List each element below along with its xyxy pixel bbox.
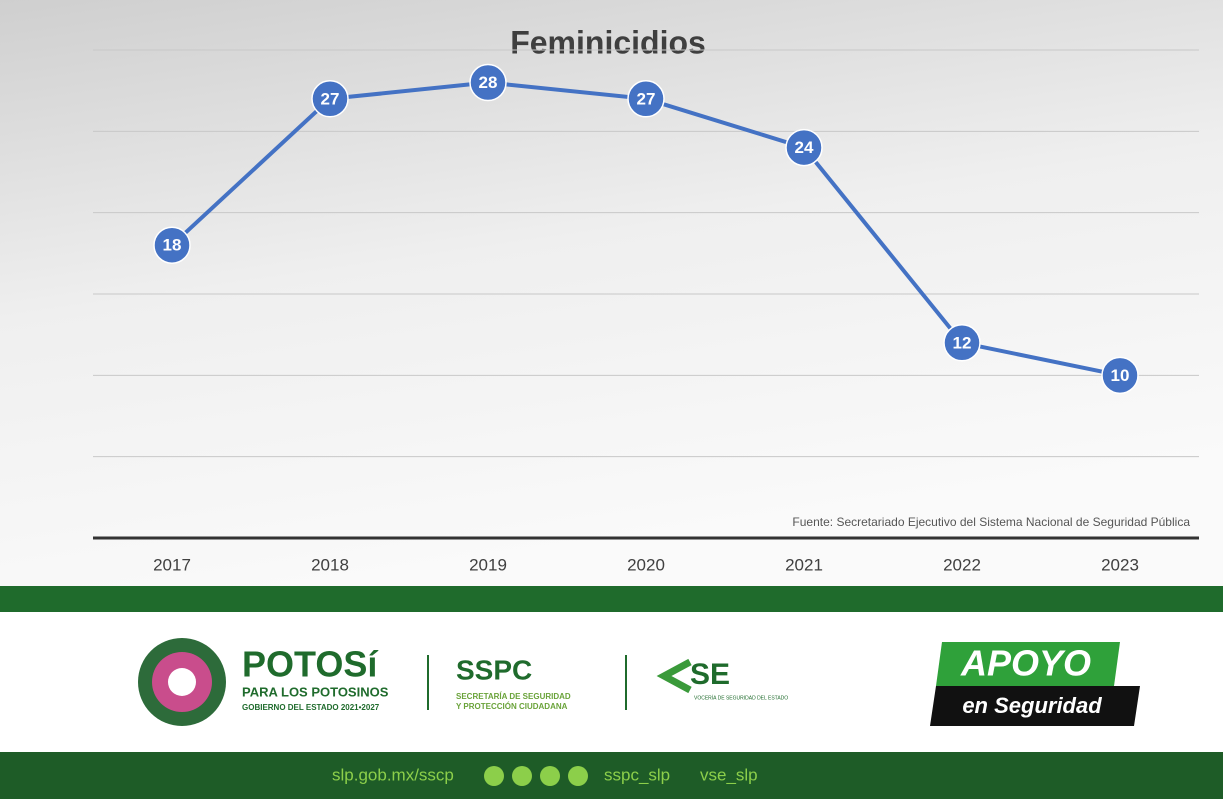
x-tick-label: 2021	[785, 555, 823, 574]
data-label: 28	[479, 73, 498, 92]
point	[311, 80, 349, 118]
chart-title: Feminicidios	[510, 24, 706, 60]
point	[627, 80, 665, 118]
potosi-emblem	[138, 638, 226, 726]
x-tick-label: 2017	[153, 555, 191, 574]
vse-sub: VOCERÍA DE SEGURIDAD DEL ESTADO	[694, 694, 788, 701]
vse-logo: SE	[690, 658, 730, 691]
source-note: Fuente: Secretariado Ejecutivo del Siste…	[792, 515, 1190, 529]
data-label: 12	[953, 333, 972, 352]
data-label: 27	[321, 89, 340, 108]
footer-stripe	[0, 586, 1223, 612]
footer-bar	[0, 752, 1223, 799]
sspc-logo: SSPC	[456, 654, 532, 685]
x-tick-label: 2023	[1101, 555, 1139, 574]
x-tick-label: 2018	[311, 555, 349, 574]
sspc-sub: SECRETARÍA DE SEGURIDAD	[456, 692, 571, 701]
point	[153, 226, 191, 264]
data-label: 24	[795, 138, 814, 157]
x-tick-label: 2019	[469, 555, 507, 574]
website: slp.gob.mx/sscp	[332, 765, 454, 784]
vse-chevron	[656, 658, 692, 694]
sspc-sub: Y PROTECCIÓN CIUDADANA	[456, 702, 568, 711]
data-label: 27	[637, 89, 656, 108]
social-handle: sspc_slp	[604, 765, 670, 784]
point	[1101, 356, 1139, 395]
apoyo-sub-badge	[930, 686, 1140, 726]
data-label: 18	[163, 236, 182, 255]
apoyo-sub: en Seguridad	[962, 693, 1102, 718]
data-label: 10	[1111, 366, 1130, 385]
apoyo-logo: APOYO	[960, 643, 1091, 684]
point	[785, 128, 823, 167]
social-handle: vse_slp	[700, 765, 758, 784]
apoyo-badge	[936, 642, 1120, 686]
x-tick-label: 2022	[943, 555, 981, 574]
potosi-logo: POTOSí	[242, 644, 378, 685]
gobierno: GOBIERNO DEL ESTADO 2021•2027	[242, 703, 380, 712]
social-icons	[484, 766, 588, 786]
point	[469, 63, 507, 102]
point	[943, 324, 981, 362]
x-tick-label: 2020	[627, 555, 665, 574]
potosi-sub: PARA LOS POTOSINOS	[242, 684, 389, 699]
chart-background	[0, 0, 1223, 586]
